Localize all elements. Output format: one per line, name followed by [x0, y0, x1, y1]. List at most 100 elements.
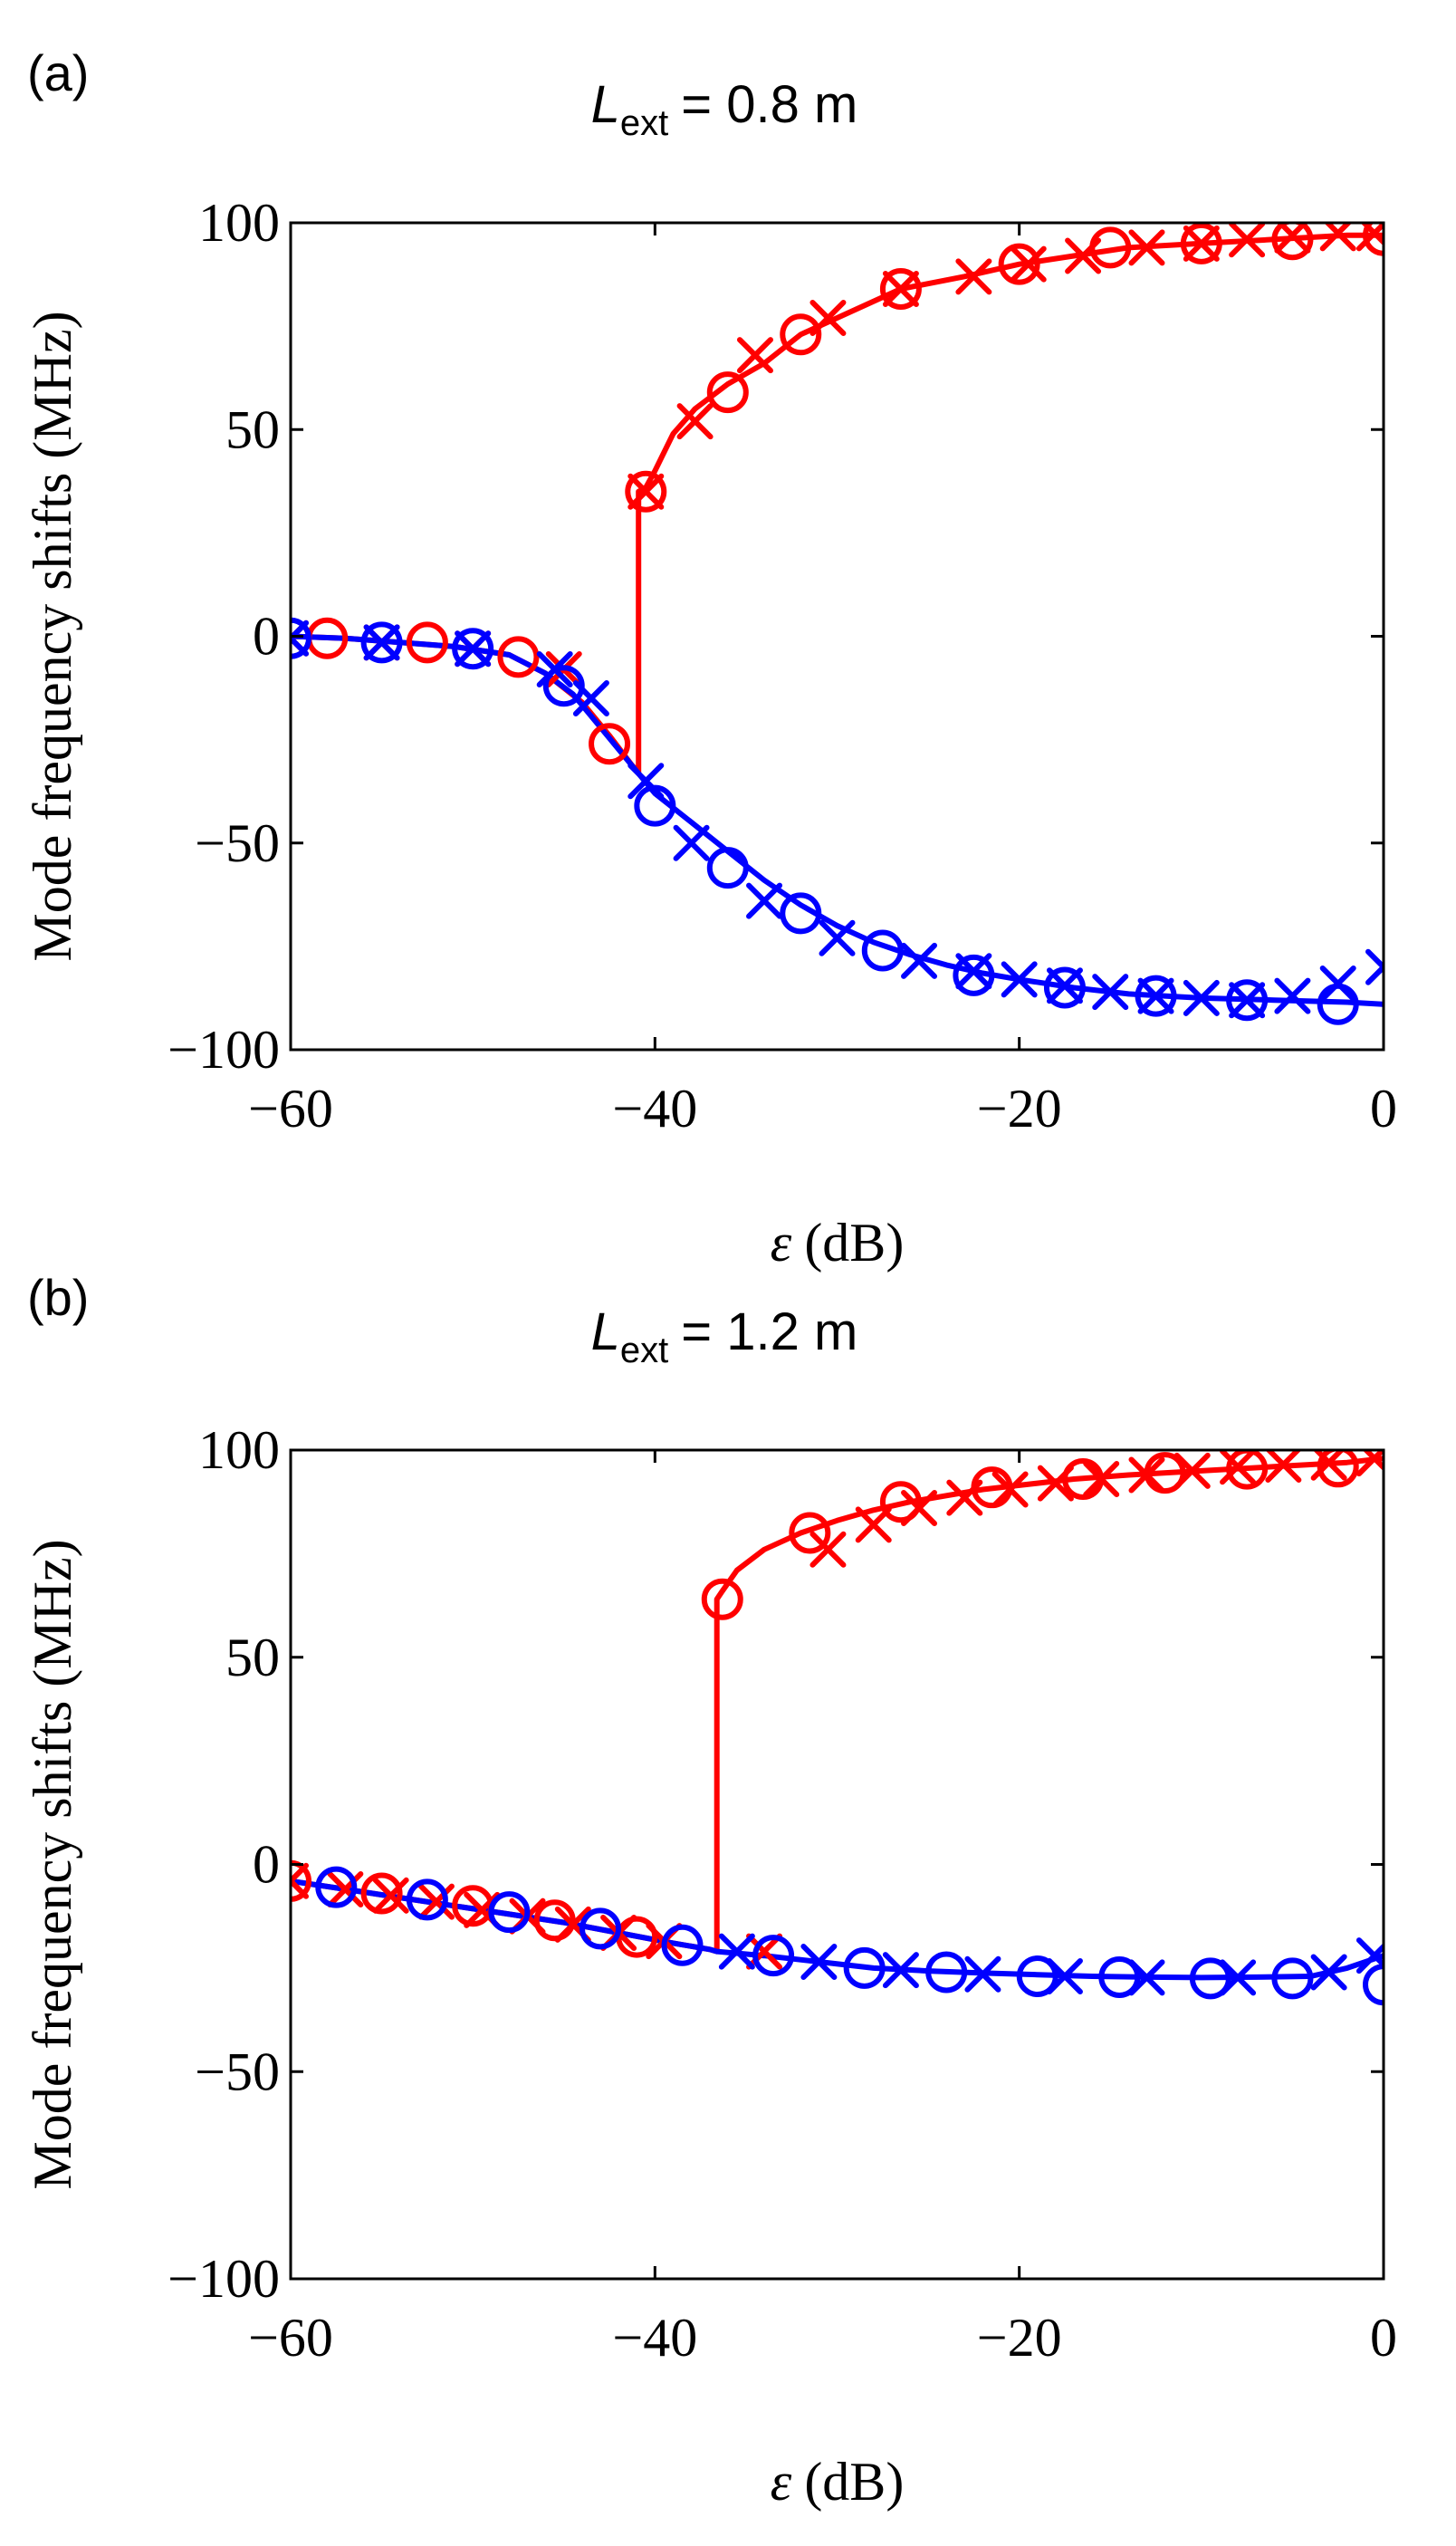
- series-b-blue-circle-point-0: [315, 1866, 358, 1908]
- series-a-blue-circle-point-8: [953, 954, 995, 996]
- panel-b-title-value: = 1.2 m: [681, 1302, 857, 1361]
- x-tick-label-a-0: −60: [248, 1079, 333, 1138]
- x-tick-label-b-2: −20: [977, 2308, 1062, 2368]
- series-a-blue-cross: [291, 620, 1384, 1019]
- series-b-red-cross-point-19: [1220, 1450, 1257, 1485]
- data-layer-a: [291, 223, 1384, 1025]
- series-b-red-circle-point-7: [879, 1481, 922, 1523]
- data-layer-b: [291, 1450, 1384, 2006]
- series-b-red-cross-point-15: [1037, 1465, 1074, 1502]
- y-tick-label-b-2: 0: [253, 1835, 280, 1895]
- x-tick-label-b-1: −40: [612, 2308, 697, 2368]
- series-b-blue-cross-point-7: [1310, 1954, 1347, 1991]
- series-b-blue-circle-point-2: [488, 1891, 531, 1934]
- panel-b-title-symbol: L: [591, 1302, 620, 1361]
- series-a-red-cross-point-10: [1010, 245, 1047, 283]
- series-a-red-cross-point-15: [1274, 223, 1311, 254]
- series-a-blue-circle-point-11: [1226, 979, 1269, 1022]
- series-b-red-cross-point-10: [809, 1531, 847, 1568]
- series-a-red-circle-point-2: [497, 636, 540, 678]
- panel-b-title-subscript: ext: [620, 1331, 668, 1370]
- series-a-blue-cross-point-12: [1046, 967, 1083, 1004]
- series-a-red-circle-point-11: [1271, 223, 1314, 261]
- x-axis-symbol-a: ε: [771, 1213, 792, 1273]
- series-b-blue-cross-point-6: [1220, 1959, 1257, 1996]
- series-a-blue-cross-point-11: [1001, 961, 1038, 998]
- y-tick-label-b-3: −50: [195, 2042, 280, 2101]
- series-b-red-cross-point-20: [1265, 1450, 1302, 1484]
- series-a-blue-cross-point-18: [1319, 965, 1356, 1002]
- panel-a-title-symbol: L: [591, 75, 620, 134]
- series-b-red-cross-point-17: [1128, 1456, 1165, 1494]
- series-a-blue-cross-point-9: [901, 942, 938, 979]
- series-a-red-circle-point-1: [406, 621, 448, 664]
- series-a-red-cross: [291, 223, 1384, 688]
- series-a-blue-circle-point-6: [780, 892, 822, 935]
- y-tick-label-a-3: −50: [195, 813, 280, 873]
- series-b-red-circle: [291, 1450, 1359, 1958]
- series-b-red-cross-point-14: [991, 1471, 1029, 1508]
- series-b-blue-circle-point-8: [1016, 1955, 1058, 1998]
- series-b-red-cross-point-22: [1355, 1450, 1384, 1477]
- plot-area-b: −60 −40 −20 0 100 50 0 −50 −100 ε (dB) Mode frequen…: [23, 1420, 1397, 2512]
- series-a-blue-circle-point-7: [861, 929, 904, 972]
- series-a-red-circle-point-8: [998, 243, 1040, 285]
- series-a-blue-cross-point-15: [1183, 979, 1220, 1016]
- series-a-blue-cross-point-4: [572, 679, 609, 716]
- series-a-blue-cross-point-1: [363, 624, 400, 661]
- series-a-red-cross-point-12: [1128, 229, 1165, 266]
- series-b-red-cross-point-16: [1083, 1461, 1120, 1498]
- y-tick-label-a-4: −100: [168, 1020, 280, 1080]
- series-a-blue-circle-point-1: [360, 621, 403, 664]
- series-b-blue-circle-point-11: [1271, 1957, 1314, 2000]
- series-a-blue-cross-point-13: [1092, 974, 1129, 1011]
- series-a-blue-cross-point-6: [673, 824, 710, 861]
- series-a-blue-cross-point-7: [746, 882, 783, 919]
- series-b-blue-cross-point-4: [1046, 1958, 1083, 1995]
- series-a-red-circle: [306, 223, 1384, 765]
- series-b-red-circle-point-0: [291, 1859, 311, 1902]
- series-b-blue-cross-point-3: [964, 1955, 1001, 1993]
- series-a-red-cross-point-11: [1065, 237, 1102, 274]
- x-axis-unit-b: (dB): [804, 2452, 904, 2512]
- series-b-blue-cross-point-8: [1355, 1937, 1384, 1974]
- series-b-blue-cross-point-1: [800, 1944, 838, 1981]
- series-b-blue-circle-point-6: [843, 1946, 886, 1989]
- series-a-blue-cross-point-14: [1137, 977, 1174, 1014]
- y-tick-label-a-1: 50: [225, 399, 280, 459]
- series-b-red-cross-point-11: [855, 1506, 892, 1543]
- y-axis-label-a: Mode frequency shifts (MHz): [23, 311, 82, 961]
- series-a-blue-cross-point-17: [1274, 977, 1311, 1014]
- series-b-red-cross-point-18: [1173, 1452, 1211, 1489]
- series-b-blue-cross-point-2: [882, 1952, 919, 1989]
- series-a-red-cross-point-13: [1183, 225, 1220, 262]
- panel-a: (a) Lext = 0.8 m −60 −40 −20 0 100 50 0 −50 −100 ε…: [23, 44, 1397, 1273]
- series-a-red-line: [291, 232, 1384, 776]
- series-b-blue-circle-point-1: [406, 1878, 448, 1921]
- series-a-blue-cross-point-5: [627, 763, 665, 800]
- series-b-red-cross-point-21: [1310, 1450, 1347, 1481]
- series-a-blue-cross-point-10: [955, 953, 992, 990]
- series-b-blue-cross-point-0: [718, 1933, 755, 1970]
- series-a-red-circle-point-5: [706, 371, 749, 414]
- panel-b-label: (b): [27, 1269, 89, 1326]
- series-a-red-cross-point-5: [676, 403, 714, 440]
- series-b-red-cross-point-13: [946, 1479, 983, 1516]
- series-a-red-cross-point-6: [736, 337, 773, 374]
- series-b-blue-circle-point-3: [579, 1907, 621, 1950]
- series-b-red-circle-point-12: [1317, 1450, 1359, 1488]
- x-axis-unit-a: (dB): [804, 1213, 904, 1273]
- x-tick-label-b-3: 0: [1370, 2308, 1397, 2368]
- series-b-blue-circle-point-4: [661, 1924, 704, 1966]
- series-b-blue-circle: [315, 1866, 1384, 2006]
- series-a-red-cross-point-4: [627, 473, 665, 510]
- series-a-blue-cross-point-2: [455, 630, 492, 668]
- panel-a-title: Lext = 0.8 m: [591, 75, 858, 143]
- series-b-blue-circle-point-7: [925, 1951, 968, 1994]
- series-a-red-circle-point-12: [1363, 223, 1384, 256]
- x-axis-label-b: ε (dB): [771, 2452, 905, 2512]
- series-a-blue-cross-point-19: [1365, 948, 1384, 985]
- series-b-blue-cross-point-5: [1128, 1959, 1165, 1996]
- series-a-blue-cross-point-3: [536, 651, 573, 688]
